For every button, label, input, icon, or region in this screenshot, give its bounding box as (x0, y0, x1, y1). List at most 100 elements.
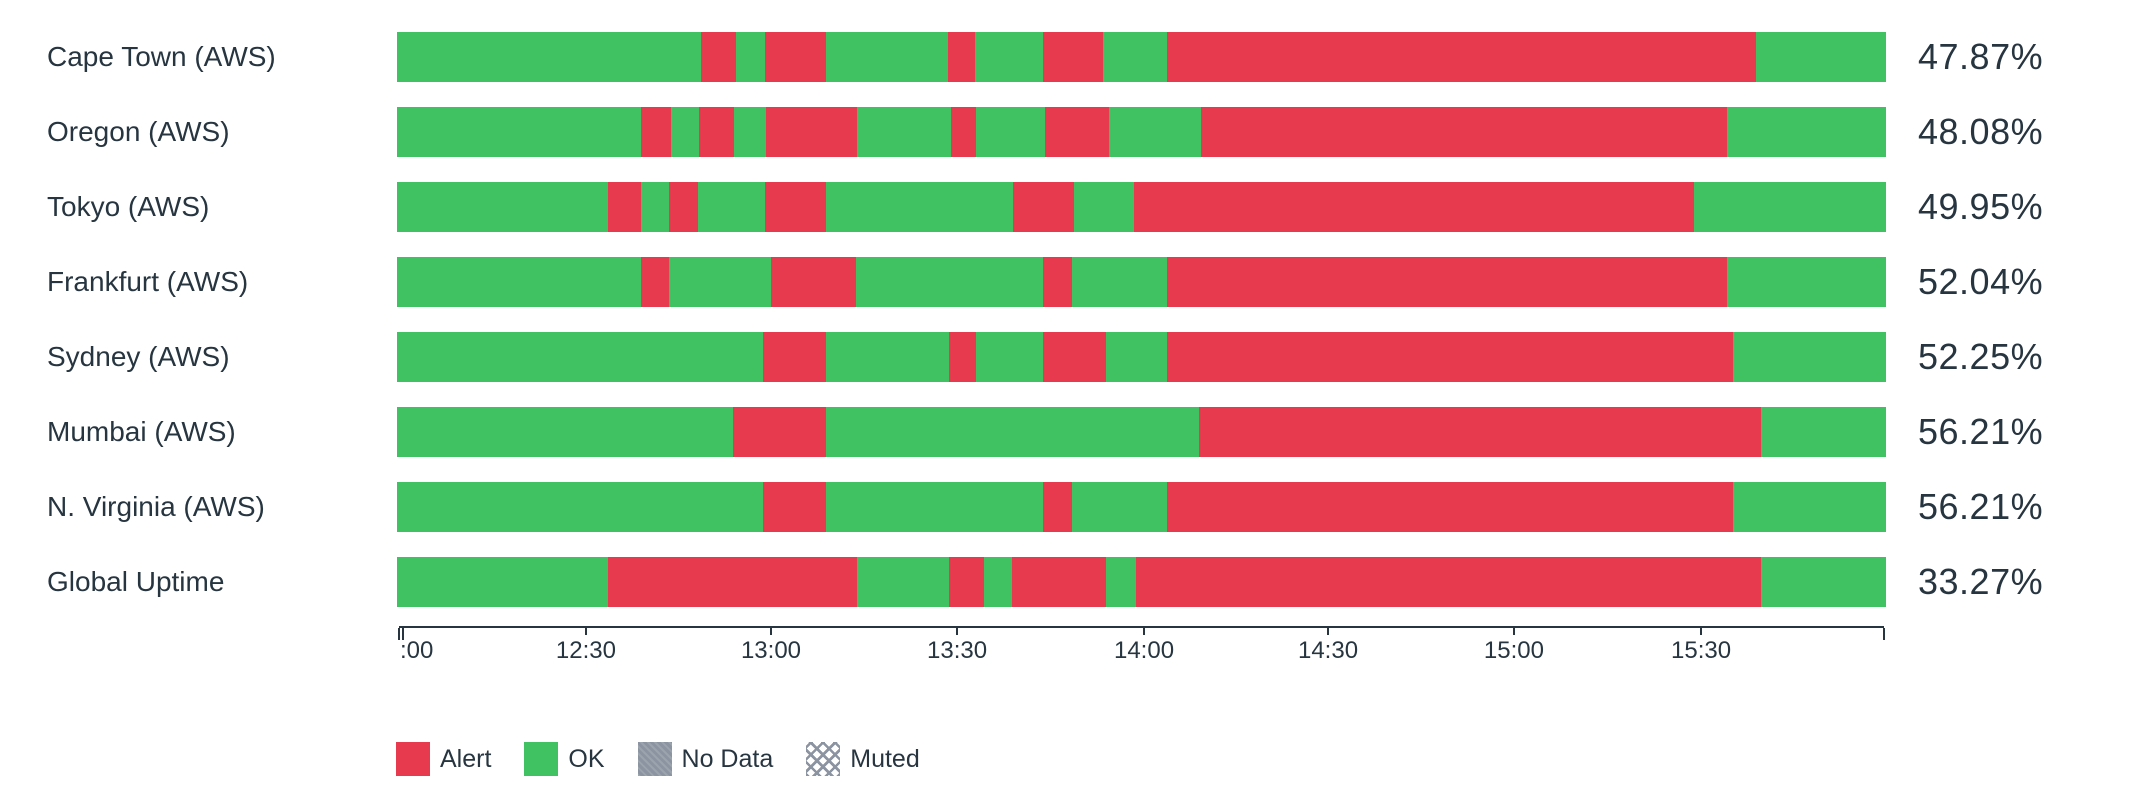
status-row: Global Uptime 33.27% (0, 557, 2134, 607)
status-segment-alert[interactable] (732, 407, 826, 457)
axis-tick (956, 628, 959, 635)
status-segment-alert[interactable] (1044, 107, 1109, 157)
status-segment-alert[interactable] (700, 32, 737, 82)
status-segment-alert[interactable] (949, 332, 977, 382)
status-bar (397, 182, 1886, 232)
status-segment-ok[interactable] (397, 257, 642, 307)
status-segment-alert[interactable] (1135, 557, 1761, 607)
status-segment-alert[interactable] (669, 182, 698, 232)
status-segment-alert[interactable] (1166, 257, 1727, 307)
status-segment-ok[interactable] (1693, 182, 1886, 232)
status-segment-alert[interactable] (949, 557, 984, 607)
status-segment-ok[interactable] (983, 557, 1012, 607)
status-segment-alert[interactable] (699, 107, 734, 157)
status-segment-alert[interactable] (764, 32, 826, 82)
status-segment-ok[interactable] (1760, 557, 1886, 607)
status-segment-ok[interactable] (641, 182, 670, 232)
status-segment-ok[interactable] (825, 32, 948, 82)
axis-line (399, 626, 1884, 628)
status-segment-ok[interactable] (1732, 332, 1886, 382)
status-segment-ok[interactable] (1760, 407, 1886, 457)
status-segment-alert[interactable] (608, 557, 858, 607)
status-segment-alert[interactable] (641, 107, 671, 157)
status-segment-ok[interactable] (857, 557, 950, 607)
status-row: Cape Town (AWS) 47.87% (0, 32, 2134, 82)
legend-swatch-no_data (637, 742, 672, 776)
axis-tick-label: :00 (400, 637, 434, 664)
status-segment-ok[interactable] (825, 407, 1199, 457)
status-segment-ok[interactable] (397, 407, 733, 457)
status-segment-ok[interactable] (669, 257, 771, 307)
status-segment-alert[interactable] (1166, 482, 1733, 532)
status-segment-alert[interactable] (1013, 182, 1075, 232)
status-row: Tokyo (AWS) 49.95% (0, 182, 2134, 232)
status-segment-ok[interactable] (825, 482, 1044, 532)
status-segment-ok[interactable] (697, 182, 765, 232)
uptime-percentage: 56.21% (1918, 486, 2044, 527)
status-segment-alert[interactable] (1043, 257, 1072, 307)
status-segment-alert[interactable] (641, 257, 670, 307)
legend-swatch-ok (524, 742, 559, 776)
status-segment-alert[interactable] (763, 332, 826, 382)
status-segment-ok[interactable] (1102, 32, 1167, 82)
axis-tick-label: 14:30 (1297, 637, 1359, 664)
status-segment-ok[interactable] (825, 332, 950, 382)
status-segment-alert[interactable] (1043, 482, 1072, 532)
status-segment-alert[interactable] (1201, 107, 1727, 157)
status-segment-ok[interactable] (1074, 182, 1135, 232)
status-segment-alert[interactable] (950, 107, 977, 157)
status-segment-alert[interactable] (763, 482, 826, 532)
status-segment-ok[interactable] (397, 107, 642, 157)
status-segment-ok[interactable] (1726, 107, 1886, 157)
status-segment-alert[interactable] (1011, 557, 1106, 607)
status-segment-ok[interactable] (1732, 482, 1886, 532)
status-segment-ok[interactable] (397, 482, 764, 532)
status-segment-ok[interactable] (1726, 257, 1886, 307)
status-segment-alert[interactable] (770, 257, 856, 307)
legend-item-ok[interactable]: OK (524, 742, 605, 776)
status-segment-alert[interactable] (766, 107, 858, 157)
legend-label: No Data (681, 744, 774, 773)
status-segment-ok[interactable] (1105, 332, 1167, 382)
legend-item-alert[interactable]: Alert (396, 742, 491, 776)
status-segment-ok[interactable] (1108, 107, 1202, 157)
status-bar (397, 332, 1886, 382)
status-segment-alert[interactable] (1134, 182, 1694, 232)
status-segment-ok[interactable] (1756, 32, 1886, 82)
status-row: Mumbai (AWS) 56.21% (0, 407, 2134, 457)
axis-start-tick (398, 628, 400, 640)
legend-item-muted[interactable]: Muted (806, 742, 920, 776)
status-segment-ok[interactable] (974, 32, 1044, 82)
status-segment-alert[interactable] (608, 182, 642, 232)
status-segment-ok[interactable] (733, 107, 767, 157)
status-segment-ok[interactable] (397, 557, 609, 607)
status-segment-alert[interactable] (1043, 332, 1106, 382)
status-segment-ok[interactable] (825, 182, 1014, 232)
status-segment-alert[interactable] (1166, 32, 1757, 82)
status-segment-ok[interactable] (1071, 482, 1167, 532)
status-segment-ok[interactable] (397, 32, 701, 82)
status-bar (397, 107, 1886, 157)
status-segment-alert[interactable] (1166, 332, 1733, 382)
status-segment-ok[interactable] (976, 332, 1044, 382)
status-segment-ok[interactable] (736, 32, 765, 82)
row-label: Cape Town (AWS) (47, 41, 276, 72)
legend-swatch-muted (806, 742, 841, 776)
status-segment-ok[interactable] (397, 332, 764, 382)
status-segment-alert[interactable] (1043, 32, 1103, 82)
status-segment-ok[interactable] (976, 107, 1045, 157)
status-segment-ok[interactable] (857, 107, 951, 157)
status-segment-ok[interactable] (397, 182, 609, 232)
status-segment-ok[interactable] (670, 107, 700, 157)
legend-item-no_data[interactable]: No Data (637, 742, 774, 776)
status-segment-ok[interactable] (1071, 257, 1167, 307)
status-segment-ok[interactable] (855, 257, 1044, 307)
status-segment-alert[interactable] (947, 32, 975, 82)
status-segment-alert[interactable] (1198, 407, 1761, 457)
status-segment-ok[interactable] (1105, 557, 1136, 607)
uptime-percentage: 47.87% (1918, 36, 2044, 77)
uptime-percentage: 33.27% (1918, 561, 2044, 602)
status-row: Frankfurt (AWS) 52.04% (0, 257, 2134, 307)
status-segment-alert[interactable] (764, 182, 826, 232)
status-bar (397, 482, 1886, 532)
